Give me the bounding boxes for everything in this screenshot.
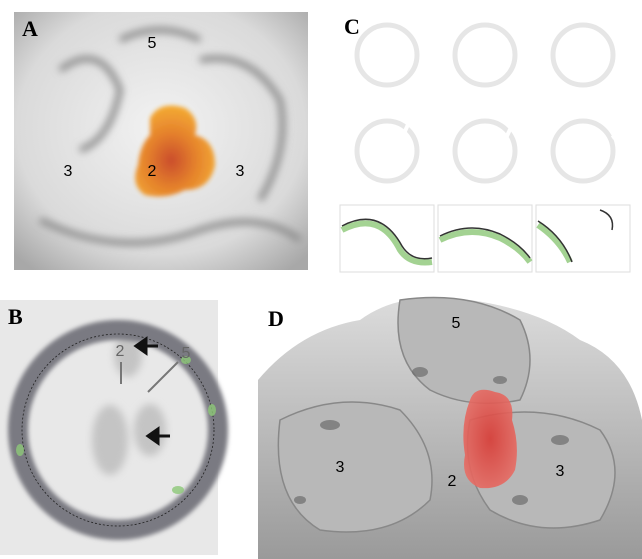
panel-label: A (22, 16, 38, 41)
panel-a: A 5 3 2 3 (14, 12, 308, 270)
annotation: 2 (116, 343, 125, 360)
annotation: 5 (452, 315, 461, 332)
panel-label: C (344, 14, 360, 39)
panel-b: B 2 5 (0, 300, 218, 555)
panel-c: C (340, 12, 630, 272)
density-strips (340, 205, 630, 272)
micrograph-grid (340, 12, 630, 195)
annotation: 5 (182, 345, 191, 362)
panel-label: D (268, 306, 284, 331)
annotation: 2 (448, 473, 457, 490)
annotation: 5 (148, 35, 157, 52)
annotation: 2 (148, 163, 157, 180)
panel-d: D 5 3 2 3 (258, 298, 642, 559)
annotation: 3 (64, 163, 73, 180)
annotation: 3 (556, 463, 565, 480)
highlight-density (463, 390, 517, 488)
panel-label: B (8, 304, 23, 329)
annotation: 3 (236, 163, 245, 180)
figure: A 5 3 2 3 (0, 0, 642, 559)
annotation: 3 (336, 459, 345, 476)
